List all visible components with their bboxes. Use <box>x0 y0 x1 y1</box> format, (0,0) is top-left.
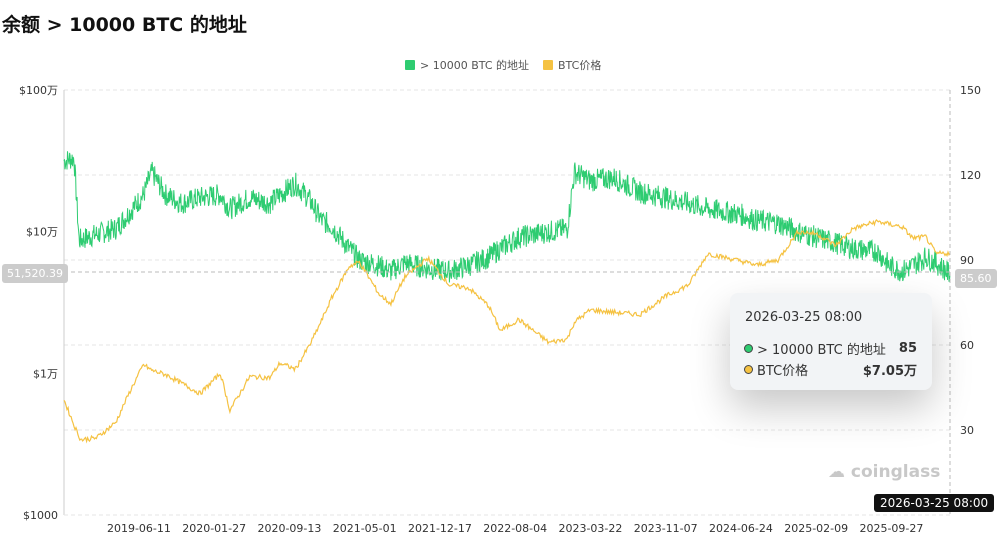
crosshair-left-label: 51,520.39 <box>2 264 68 283</box>
x-axis-tick: 2025-09-27 <box>859 522 923 535</box>
right-axis-tick: 150 <box>960 84 981 97</box>
tooltip-row-price: BTC价格 $7.05万 <box>744 360 917 379</box>
right-axis-tick: 30 <box>960 424 974 437</box>
tooltip-time: 2026-03-25 08:00 <box>745 310 863 325</box>
page-title: 余额 > 10000 BTC 的地址 <box>2 14 247 36</box>
legend-label: BTC价格 <box>558 59 602 72</box>
legend-label: > 10000 BTC 的地址 <box>420 59 530 72</box>
right-axis-tick: 90 <box>960 254 974 267</box>
crosshair-x-label: 2026-03-25 08:00 <box>874 494 995 512</box>
x-axis-tick: 2025-02-09 <box>784 522 848 535</box>
series-dot-icon <box>744 344 753 353</box>
series-line-price <box>63 218 951 444</box>
legend-swatch-icon <box>543 60 554 70</box>
right-axis-tick: 120 <box>960 169 981 182</box>
left-axis-tick: $10万 <box>26 226 58 239</box>
legend-item-price[interactable]: BTC价格 <box>543 57 601 73</box>
tooltip-row-addresses: > 10000 BTC 的地址 85 <box>744 339 917 358</box>
left-axis-tick: $1万 <box>33 367 58 380</box>
legend: > 10000 BTC 的地址 BTC价格 <box>405 57 601 73</box>
series-line-addresses <box>63 151 951 283</box>
x-axis-tick: 2023-11-07 <box>634 522 698 535</box>
legend-item-addresses[interactable]: > 10000 BTC 的地址 <box>405 57 529 73</box>
tooltip-label: > 10000 BTC 的地址 <box>757 343 886 358</box>
legend-swatch-icon <box>405 60 415 70</box>
left-axis-tick: $1000 <box>23 509 58 522</box>
tooltip: 2026-03-25 08:00 > 10000 BTC 的地址 85 BTC价格… <box>730 293 932 390</box>
coinglass-logo: ☁ coinglass <box>828 462 941 482</box>
x-axis-tick: 2020-01-27 <box>182 522 246 535</box>
left-axis-tick: $100万 <box>19 84 58 97</box>
x-axis-tick: 2020-09-13 <box>257 522 321 535</box>
x-axis-tick: 2023-03-22 <box>558 522 622 535</box>
x-axis-tick: 2021-12-17 <box>408 522 472 535</box>
tooltip-value: 85 <box>898 341 917 356</box>
x-axis-tick: 2021-05-01 <box>333 522 397 535</box>
right-axis-tick: 60 <box>960 339 974 352</box>
tooltip-label: BTC价格 <box>757 364 809 379</box>
x-axis-tick: 2022-08-04 <box>483 522 547 535</box>
crosshair-right-label: 85.60 <box>955 269 997 288</box>
x-axis-tick: 2024-06-24 <box>709 522 773 535</box>
x-axis-tick: 2019-06-11 <box>107 522 171 535</box>
series-dot-icon <box>744 365 753 374</box>
tooltip-value: $7.05万 <box>862 364 917 379</box>
